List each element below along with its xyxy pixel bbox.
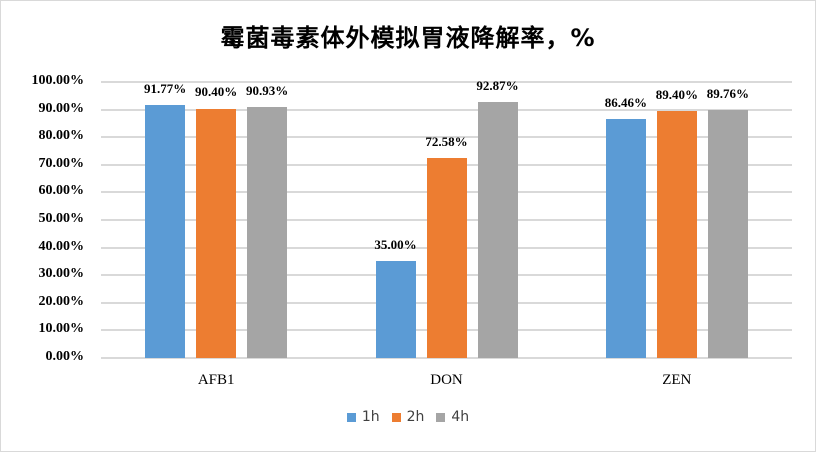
y-tick-label: 80.00% [38, 128, 85, 144]
legend-item-4h: 4h [436, 409, 469, 425]
y-tick-label: 40.00% [38, 238, 85, 254]
data-label: 72.58% [425, 133, 468, 149]
x-category-label: ZEN [662, 372, 692, 388]
data-label: 89.40% [655, 87, 698, 103]
data-label: 90.40% [195, 84, 238, 100]
y-tick-label: 30.00% [38, 266, 85, 282]
data-label: 92.87% [476, 77, 519, 93]
y-tick-label: 100.00% [31, 73, 85, 88]
y-tick-label: 60.00% [38, 183, 85, 199]
y-tick-label: 10.00% [38, 321, 85, 337]
bar-afb1-4h [247, 107, 288, 358]
y-tick-label: 70.00% [38, 155, 85, 171]
gridline [101, 81, 792, 83]
bar-zen-1h [605, 119, 646, 358]
legend-item-2h: 2h [391, 409, 425, 425]
bar-afb1-1h [145, 104, 186, 358]
legend-label: 4h [451, 409, 470, 425]
bar-don-4h [477, 101, 518, 358]
legend-label: 2h [406, 409, 425, 425]
data-label: 91.77% [144, 80, 187, 96]
legend-item-1h: 1h [346, 409, 380, 425]
legend: 1h 2h 4h [0, 409, 816, 425]
data-label: 35.00% [374, 237, 417, 253]
x-category-label: AFB1 [197, 372, 235, 388]
legend-label: 1h [361, 409, 380, 425]
x-category-label: DON [430, 372, 463, 388]
chart-title: 霉菌毒素体外模拟胃液降解率，% [220, 24, 596, 52]
gridline [101, 136, 792, 139]
data-label: 90.93% [246, 83, 289, 99]
bar-don-2h [426, 157, 467, 358]
bar-don-1h [375, 261, 416, 358]
y-tick-label: 0.00% [45, 349, 85, 364]
plot-area: 91.77% 90.40% 90.93% 35.00% 72.58% 92.87% 86.4… [101, 78, 792, 359]
bar-zen-4h [707, 110, 748, 358]
bar-zen-2h [656, 111, 697, 358]
gridline [101, 357, 792, 359]
bar-afb1-2h [196, 108, 237, 358]
y-tick-label: 20.00% [38, 293, 85, 309]
y-tick-label: 90.00% [38, 100, 85, 116]
gridline [101, 108, 792, 111]
legend-swatch-icon [391, 412, 401, 422]
legend-swatch-icon [436, 412, 446, 422]
y-tick-label: 50.00% [38, 211, 85, 226]
data-label: 89.76% [706, 86, 749, 102]
data-label: 86.46% [604, 95, 647, 111]
legend-swatch-icon [346, 412, 356, 422]
